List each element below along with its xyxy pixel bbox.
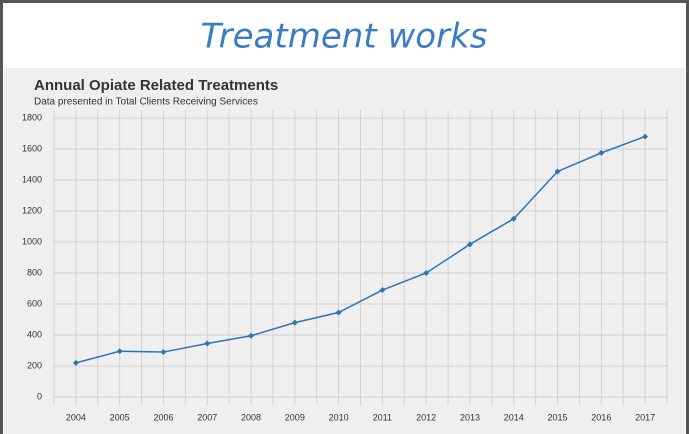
slide-title: Treatment works — [201, 17, 488, 57]
point — [204, 340, 211, 347]
y-tick-label: 800 — [27, 267, 42, 277]
chart-panel — [4, 68, 685, 434]
x-tick-label: 2009 — [285, 412, 305, 422]
x-tick-label: 2011 — [373, 412, 392, 422]
y-tick-label: 0 — [37, 391, 42, 401]
x-tick-label: 2014 — [504, 412, 524, 422]
point — [510, 215, 517, 222]
point — [598, 149, 605, 156]
x-tick-label: 2015 — [548, 412, 568, 422]
point — [248, 332, 255, 339]
x-tick-label: 2017 — [635, 412, 655, 422]
y-tick-label: 1800 — [22, 112, 42, 122]
x-tick-label: 2006 — [153, 412, 173, 422]
x-tick-label: 2013 — [460, 412, 480, 422]
series-line — [75, 135, 646, 364]
point — [335, 309, 342, 316]
y-tick-label: 1600 — [22, 143, 42, 153]
point — [554, 168, 561, 175]
y-tick-label: 600 — [27, 298, 42, 308]
x-tick-label: 2004 — [66, 412, 86, 422]
x-tick-label: 2010 — [329, 412, 349, 422]
x-tick-label: 2008 — [241, 412, 261, 422]
y-tick-label: 1000 — [22, 236, 42, 246]
chart-subtitle: Data presented in Total Clients Receivin… — [34, 97, 258, 108]
x-tick-label: 2016 — [591, 412, 611, 422]
point — [291, 319, 298, 326]
point — [116, 348, 123, 355]
x-tick-label: 2005 — [110, 412, 130, 422]
point — [379, 287, 386, 294]
point — [642, 133, 649, 140]
chart-title: Annual Opiate Related Treatments — [34, 77, 278, 94]
y-tick-label: 200 — [27, 360, 42, 370]
point — [72, 359, 79, 366]
point — [466, 241, 473, 248]
point — [160, 349, 167, 356]
y-tick-label: 1400 — [22, 174, 42, 184]
x-tick-label: 2012 — [416, 412, 436, 422]
x-tick-label: 2007 — [197, 412, 217, 422]
y-tick-label: 400 — [27, 329, 42, 339]
point — [423, 270, 430, 276]
y-tick-label: 1200 — [22, 205, 42, 215]
